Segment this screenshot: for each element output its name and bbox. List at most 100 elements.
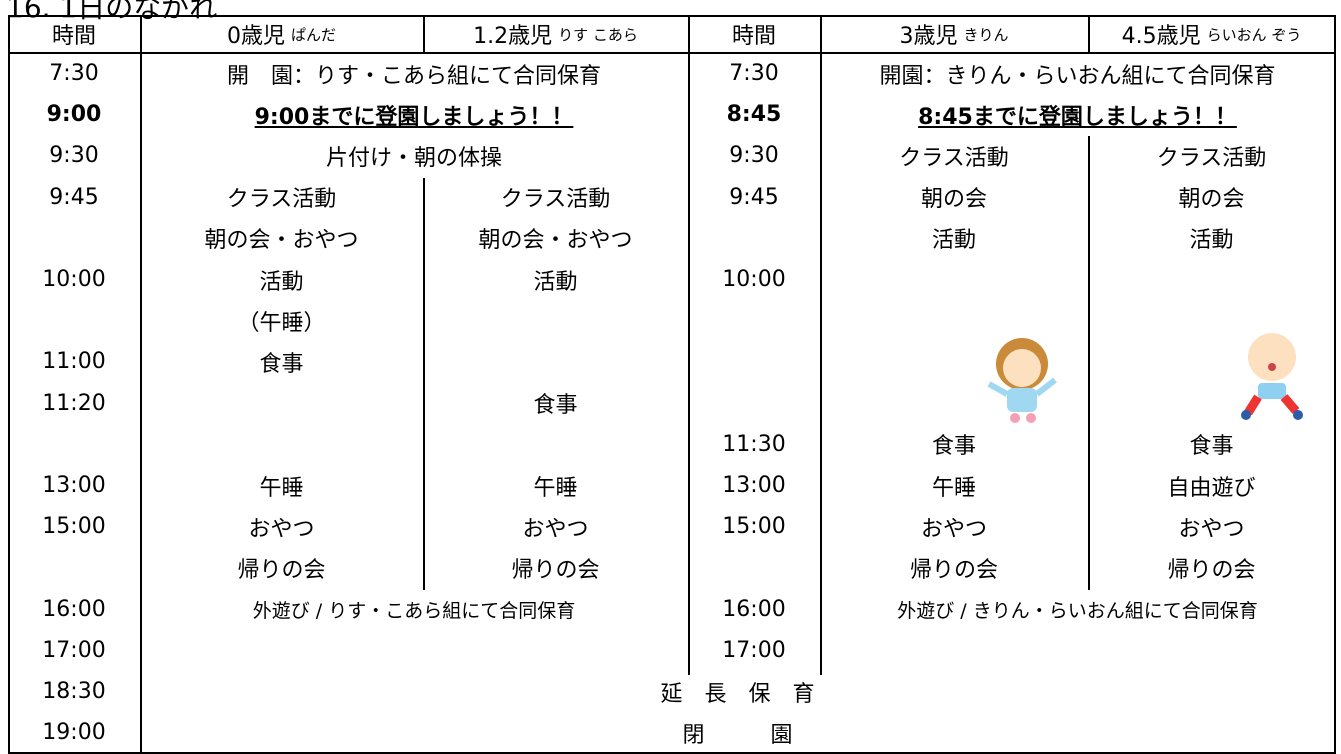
- activity-cell: 午睡: [820, 465, 1088, 506]
- activity-cell: 朝の会: [1088, 177, 1335, 218]
- header-label: 時間: [51, 24, 96, 49]
- activity-cell: 活動: [423, 259, 688, 300]
- activity: 帰りの会: [237, 557, 326, 583]
- activity-cell: 活動: [820, 218, 1088, 259]
- activity: 食事: [931, 434, 976, 460]
- title: 16. 1日のながれ: [6, 0, 218, 24]
- time: 16:00: [42, 596, 106, 622]
- activity: 活動: [259, 269, 304, 295]
- time-cell: 10:00: [688, 259, 820, 300]
- time: 19:00: [42, 720, 106, 746]
- activity: 片付け・朝の体操: [325, 145, 502, 171]
- time: 16:00: [722, 596, 786, 622]
- activity-cell: 開園：きりん・らいおん組にて合同保育: [820, 53, 1335, 94]
- time-cell: 7:30: [8, 53, 140, 94]
- activity-cell: クラス活動: [140, 177, 423, 218]
- activity: 朝の会: [1178, 187, 1245, 213]
- header-sub: らいおん ぞう: [1206, 25, 1302, 44]
- activity-cell: 食事: [423, 383, 688, 424]
- time-cell: 11:30: [688, 424, 820, 465]
- time-cell: 9:30: [8, 135, 140, 176]
- activity: 食事: [533, 393, 578, 419]
- activity: 帰りの会: [511, 557, 600, 583]
- time-cell: 16:00: [8, 589, 140, 630]
- time: 13:00: [722, 473, 786, 499]
- activity-cell: 食事: [820, 424, 1088, 465]
- activity-cell: 朝の会・おやつ: [140, 218, 423, 259]
- time: 9:45: [49, 184, 99, 210]
- activity: 活動: [533, 269, 578, 295]
- header-cell: 時間: [8, 16, 140, 52]
- activity-cell: 開 園：りす・こあら組にて合同保育: [140, 53, 688, 94]
- activity-cell: 9:00までに登園しましょう！！: [140, 94, 688, 135]
- time-cell: 8:45: [688, 94, 820, 135]
- time: 9:30: [729, 143, 779, 169]
- divider: [423, 178, 425, 590]
- activity-cell: 朝の会・おやつ: [423, 218, 688, 259]
- child-illustration: [987, 338, 1057, 423]
- rule: [1088, 15, 1090, 52]
- activity: おやつ: [1178, 516, 1245, 542]
- time: 8:45: [726, 102, 782, 128]
- time-cell: 15:00: [688, 506, 820, 547]
- time-cell: 18:30: [8, 671, 140, 712]
- activity: おやつ: [248, 516, 315, 542]
- activity-cell: 午睡: [423, 465, 688, 506]
- activity: 朝の会・おやつ: [204, 228, 359, 254]
- activity-cell: おやつ: [1088, 506, 1335, 547]
- child-illustration: [1241, 333, 1303, 420]
- time-cell: 9:30: [688, 135, 820, 176]
- activity-cell: 延 長 保 育: [140, 671, 1335, 712]
- header-sub: きりん: [963, 25, 1009, 44]
- time: 9:45: [729, 184, 779, 210]
- rule: [8, 15, 10, 754]
- time-cell: 10:00: [8, 259, 140, 300]
- activity-cell: （午睡）: [140, 300, 423, 341]
- activity-cell: 帰りの会: [820, 547, 1088, 588]
- activity: 延 長 保 育: [660, 681, 815, 707]
- activity-cell: 食事: [140, 341, 423, 382]
- rule: [140, 15, 142, 754]
- divider: [1088, 136, 1090, 590]
- time: 9:00: [46, 102, 102, 128]
- header-label: 時間: [731, 24, 776, 49]
- time-cell: 9:45: [8, 177, 140, 218]
- time: 17:00: [42, 637, 106, 663]
- header-label: 4.5歳児: [1121, 24, 1201, 49]
- activity-cell: 帰りの会: [140, 547, 423, 588]
- activity-cell: 片付け・朝の体操: [140, 135, 688, 176]
- rule: [1334, 15, 1336, 754]
- activity-cell: 活動: [140, 259, 423, 300]
- time: 9:30: [49, 143, 99, 169]
- activity: クラス活動: [226, 187, 337, 213]
- time-cell: 15:00: [8, 506, 140, 547]
- activity: 開 園：りす・こあら組にて合同保育: [226, 63, 601, 89]
- activity-cell: クラス活動: [423, 177, 688, 218]
- activity-cell: おやつ: [140, 506, 423, 547]
- activity: 活動: [931, 228, 976, 254]
- time: 18:30: [42, 679, 106, 705]
- activity-cell: おやつ: [423, 506, 688, 547]
- activity: 閉 園: [682, 722, 793, 748]
- activity: クラス活動: [1156, 145, 1267, 171]
- time: 15:00: [42, 514, 106, 540]
- rule: [8, 52, 1335, 54]
- activity: 午睡: [259, 475, 304, 501]
- activity: 帰りの会: [1167, 557, 1256, 583]
- time-cell: 11:00: [8, 341, 140, 382]
- time: 11:20: [42, 390, 106, 416]
- activity-cell: 閉 園: [140, 712, 1335, 753]
- activity-cell: クラス活動: [1088, 135, 1335, 176]
- activity: 帰りの会: [909, 557, 998, 583]
- activity: 午睡: [533, 475, 578, 501]
- header-cell: 1.2歳児 りす こあら: [423, 16, 688, 52]
- time: 15:00: [722, 514, 786, 540]
- activity-cell: 午睡: [140, 465, 423, 506]
- activity: おやつ: [920, 516, 987, 542]
- activity-cell: 自由遊び: [1088, 465, 1335, 506]
- time: 17:00: [722, 637, 786, 663]
- activity-cell: 帰りの会: [1088, 547, 1335, 588]
- activity-cell: 帰りの会: [423, 547, 688, 588]
- header-cell: 3歳児 きりん: [820, 16, 1088, 52]
